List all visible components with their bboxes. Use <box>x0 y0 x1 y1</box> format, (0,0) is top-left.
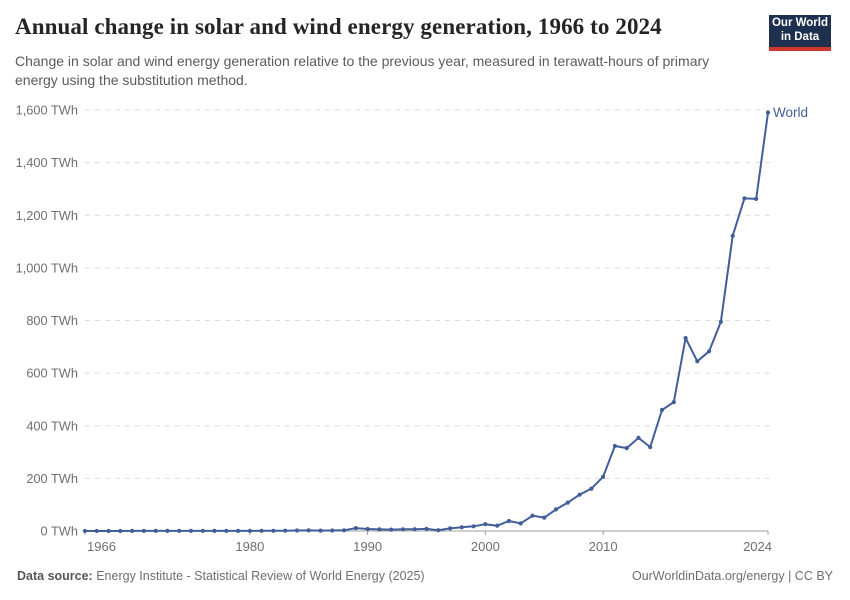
data-point-1968[interactable] <box>106 528 111 534</box>
data-point-1978[interactable] <box>224 528 229 534</box>
data-point-2010[interactable] <box>601 474 606 479</box>
world-series-line[interactable] <box>84 111 769 532</box>
chart-title: Annual change in solar and wind energy g… <box>15 14 662 39</box>
owid-logo-line1: Our World <box>771 17 828 30</box>
data-point-2018[interactable] <box>695 359 700 364</box>
y-axis-label: 1,200 TWh <box>16 208 78 223</box>
data-point-1970[interactable] <box>130 528 135 534</box>
data-point-2019[interactable] <box>707 349 712 354</box>
y-axis-label: 800 TWh <box>26 313 78 328</box>
data-point-1981[interactable] <box>259 528 264 533</box>
data-point-1972[interactable] <box>153 528 158 534</box>
data-point-1966[interactable] <box>82 528 88 534</box>
data-point-1971[interactable] <box>141 528 146 534</box>
y-axis-label: 0 TWh <box>41 524 78 539</box>
x-axis-label: 2024 <box>743 539 772 554</box>
data-point-1979[interactable] <box>236 528 241 534</box>
data-point-1996[interactable] <box>436 528 441 533</box>
data-point-1969[interactable] <box>118 528 123 534</box>
owid-logo[interactable]: Our World in Data <box>769 15 831 51</box>
data-point-1999[interactable] <box>471 524 476 529</box>
data-point-1985[interactable] <box>306 528 311 533</box>
data-point-1993[interactable] <box>400 527 405 532</box>
data-point-2013[interactable] <box>636 435 641 440</box>
x-axis-label: 2010 <box>589 539 618 554</box>
data-point-2005[interactable] <box>542 515 547 520</box>
data-point-1990[interactable] <box>365 526 370 532</box>
data-point-2004[interactable] <box>530 513 535 518</box>
data-point-1995[interactable] <box>424 526 429 532</box>
x-axis-label: 2000 <box>471 539 500 554</box>
x-axis-label: 1980 <box>235 539 264 554</box>
data-point-1987[interactable] <box>330 528 335 533</box>
data-point-2012[interactable] <box>624 446 629 451</box>
x-axis-label: 1966 <box>87 539 116 554</box>
chart-subtitle: Change in solar and wind energy generati… <box>15 53 710 88</box>
y-axis-label: 1,400 TWh <box>16 155 78 170</box>
data-point-2009[interactable] <box>589 486 594 491</box>
data-point-2008[interactable] <box>577 492 582 497</box>
data-point-2014[interactable] <box>648 445 653 450</box>
data-point-1994[interactable] <box>412 527 417 532</box>
data-point-2016[interactable] <box>671 400 676 405</box>
data-point-2001[interactable] <box>495 523 500 528</box>
x-axis-label: 1990 <box>353 539 382 554</box>
data-point-1986[interactable] <box>318 528 323 533</box>
data-point-1977[interactable] <box>212 528 217 534</box>
data-source-text: Energy Institute - Statistical Review of… <box>92 569 425 583</box>
data-point-2015[interactable] <box>659 407 665 413</box>
footer-separator: | <box>784 569 795 583</box>
data-point-1967[interactable] <box>94 528 99 534</box>
data-point-2024[interactable] <box>765 110 771 115</box>
series-entity-label[interactable]: World <box>773 105 808 120</box>
owid-logo-line2: in Data <box>780 31 820 43</box>
data-point-2007[interactable] <box>565 500 570 505</box>
owid-url-link[interactable]: OurWorldinData.org/energy <box>631 569 785 583</box>
data-point-2002[interactable] <box>506 518 511 524</box>
data-point-1976[interactable] <box>200 528 205 534</box>
data-point-1992[interactable] <box>389 527 394 532</box>
data-point-2000[interactable] <box>483 522 488 527</box>
y-axis-label: 600 TWh <box>26 366 78 381</box>
data-source-label: Data source: <box>17 569 93 583</box>
data-point-1988[interactable] <box>342 528 347 533</box>
data-point-1997[interactable] <box>448 526 453 531</box>
data-point-1984[interactable] <box>294 528 300 533</box>
data-point-1982[interactable] <box>271 528 276 533</box>
footer-links: OurWorldinData.org/energy | CC BY <box>632 569 833 583</box>
y-axis-label: 200 TWh <box>26 471 78 486</box>
data-point-1991[interactable] <box>377 527 382 532</box>
license-link[interactable]: CC BY <box>794 569 833 583</box>
data-point-2022[interactable] <box>742 196 747 201</box>
data-point-2023[interactable] <box>754 196 759 201</box>
data-point-2003[interactable] <box>518 521 523 526</box>
data-point-1983[interactable] <box>283 528 288 533</box>
data-point-1975[interactable] <box>188 528 194 534</box>
data-point-1989[interactable] <box>353 526 358 531</box>
data-point-1980[interactable] <box>247 528 252 534</box>
data-point-2020[interactable] <box>718 319 724 324</box>
y-axis-label: 1,600 TWh <box>16 103 78 118</box>
y-axis-label: 1,000 TWh <box>16 260 78 275</box>
data-point-2006[interactable] <box>553 507 559 512</box>
data-point-2021[interactable] <box>730 233 735 238</box>
data-point-1973[interactable] <box>165 528 170 534</box>
data-point-1998[interactable] <box>459 525 464 530</box>
data-point-2011[interactable] <box>612 443 618 449</box>
data-point-1974[interactable] <box>177 528 182 534</box>
data-source-note: Data source: Energy Institute - Statisti… <box>17 569 425 583</box>
data-point-2017[interactable] <box>683 336 688 341</box>
y-axis-label: 400 TWh <box>26 418 78 433</box>
